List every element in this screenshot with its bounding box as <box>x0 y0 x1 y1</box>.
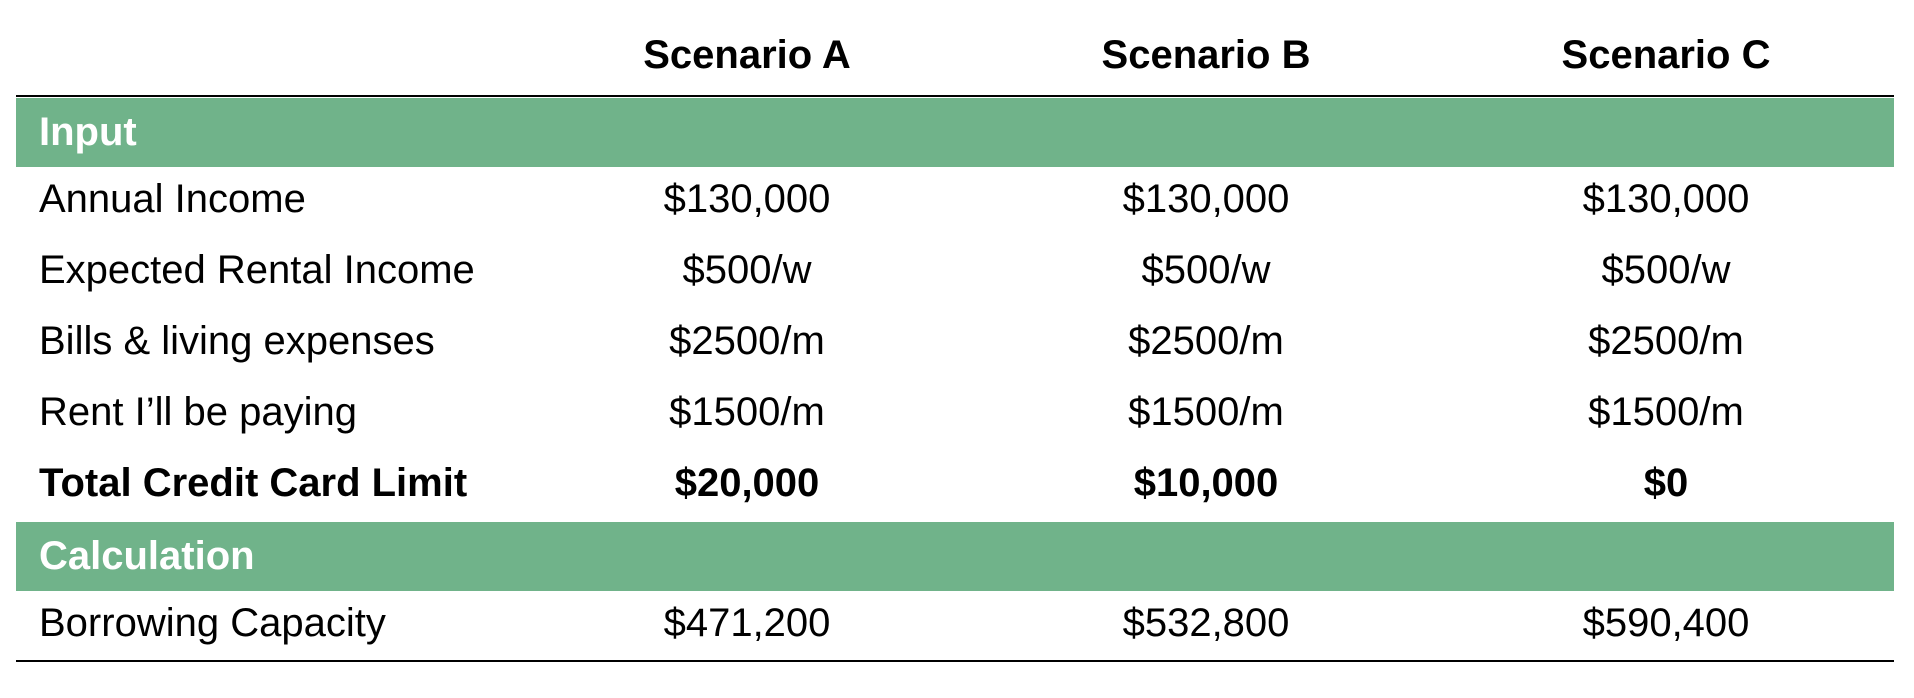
column-header: Scenario B <box>1101 33 1311 77</box>
cell-value: $500/w <box>1601 248 1731 292</box>
section-title: Input <box>39 110 137 154</box>
cell-value: $532,800 <box>1122 601 1290 645</box>
cell-value: $1500/m <box>669 390 825 434</box>
cell-value: $2500/m <box>669 319 825 363</box>
cell-value: $1500/m <box>1588 390 1744 434</box>
cell-value: $10,000 <box>1133 461 1279 505</box>
cell-value: $500/w <box>1141 248 1271 292</box>
row-label: Bills & living expenses <box>39 319 435 363</box>
column-header: Scenario A <box>643 33 851 77</box>
row-label: Borrowing Capacity <box>39 601 386 645</box>
cell-value: $2500/m <box>1588 319 1744 363</box>
cell-value: $500/w <box>682 248 812 292</box>
row-label: Rent I’ll be paying <box>39 390 357 434</box>
cell-value: $471,200 <box>663 601 831 645</box>
cell-value: $130,000 <box>663 177 831 221</box>
cell-value: $130,000 <box>1122 177 1290 221</box>
cell-value: $590,400 <box>1582 601 1750 645</box>
section-band <box>16 98 1894 167</box>
cell-value: $130,000 <box>1582 177 1750 221</box>
bottom-rule <box>16 660 1894 662</box>
row-label: Total Credit Card Limit <box>39 461 468 505</box>
cell-value: $2500/m <box>1128 319 1284 363</box>
cell-value: $0 <box>1643 461 1689 505</box>
header-rule <box>16 95 1894 97</box>
row-label: Expected Rental Income <box>39 248 475 292</box>
cell-value: $20,000 <box>674 461 820 505</box>
cell-value: $1500/m <box>1128 390 1284 434</box>
row-label: Annual Income <box>39 177 306 221</box>
section-title: Calculation <box>39 534 255 578</box>
section-band <box>16 522 1894 591</box>
column-header: Scenario C <box>1561 33 1771 77</box>
